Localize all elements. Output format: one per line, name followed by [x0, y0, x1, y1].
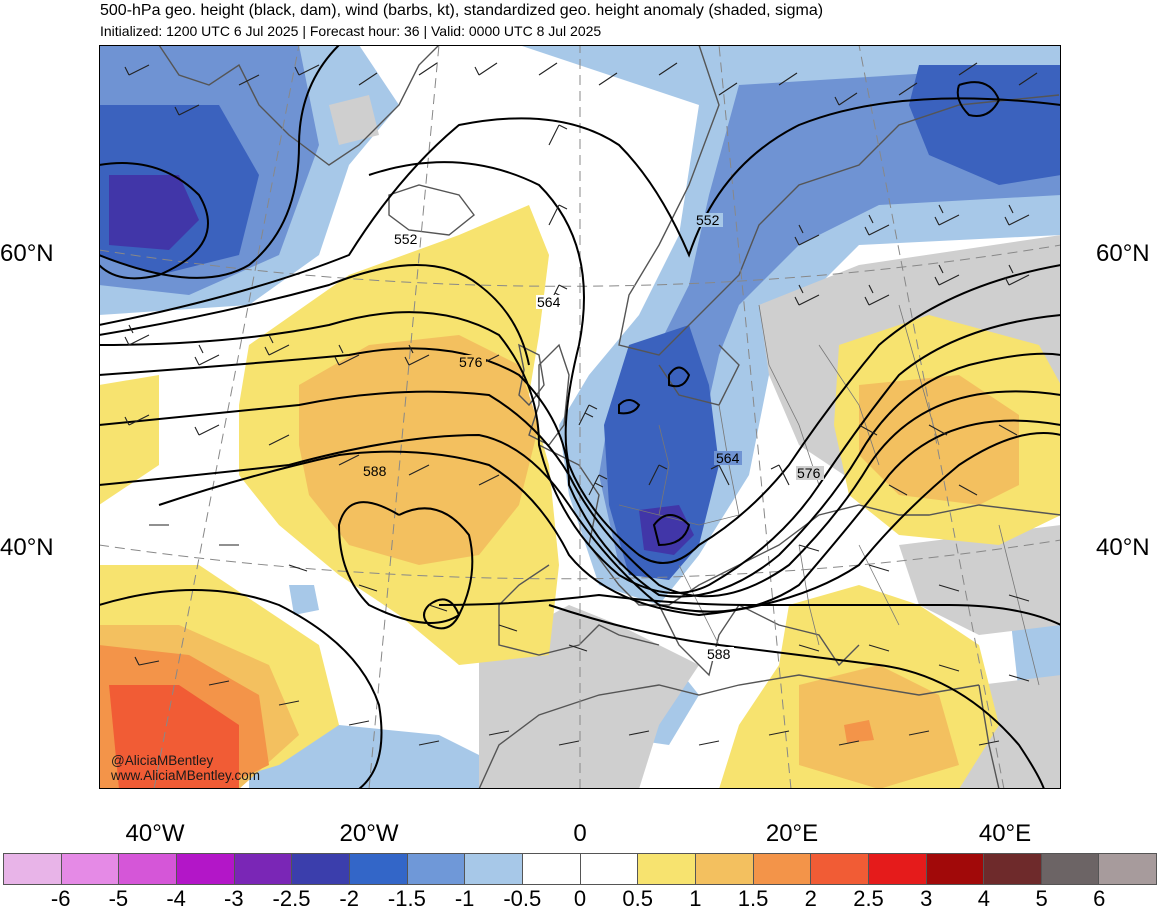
colorbar-swatch — [4, 854, 62, 884]
colorbar-swatch — [119, 854, 177, 884]
lon-label-40w: 40°W — [125, 820, 185, 847]
negative-anomaly-shading — [99, 45, 1061, 789]
map-title: 500-hPa geo. height (black, dam), wind (… — [100, 2, 824, 19]
colorbar-tick-label: -5 — [108, 886, 129, 911]
lon-label-0: 0 — [573, 820, 587, 847]
colorbar-swatch — [638, 854, 696, 884]
colorbar-swatch — [1041, 854, 1100, 884]
colorbar-tick-label: 1.5 — [737, 886, 769, 911]
credit-url: www.AliciaMBentley.com — [111, 768, 261, 783]
colorbar-tick-label: -1.5 — [387, 886, 426, 911]
lon-label-20w: 20°W — [339, 820, 399, 847]
colorbar-tick-label: -4 — [166, 886, 186, 911]
colorbar-tick-label: 0.5 — [622, 886, 653, 911]
colorbar-swatch — [695, 854, 754, 884]
colorbar-swatch — [580, 854, 639, 884]
wind-barbs — [124, 62, 1038, 746]
positive-anomaly-shading — [99, 205, 1061, 789]
credit-handle: @AliciaMBentley — [111, 753, 214, 768]
colorbar-tick-label: 2 — [804, 886, 817, 911]
colorbar-swatch — [811, 854, 869, 884]
colorbar-swatch — [407, 854, 466, 884]
lat-label-60n-left: 60°N — [0, 240, 54, 267]
colorbar-swatch — [234, 854, 293, 884]
lat-label-40n-right: 40°N — [1096, 534, 1150, 561]
lon-label-40e: 40°E — [978, 820, 1032, 847]
colorbar-tick-label: -2 — [339, 886, 359, 911]
contour-label-576-west: 576 — [459, 354, 483, 370]
colorbar-tick-label: 6 — [1093, 886, 1106, 911]
lon-label-20e: 20°E — [765, 820, 819, 847]
colorbar-tick-label: -2.5 — [272, 886, 311, 911]
weather-map: 552 552 564 564 576 576 588 588 — [99, 45, 1061, 789]
lat-label-60n-right: 60°N — [1096, 240, 1150, 267]
contour-labels: 552 552 564 564 576 576 588 588 — [362, 212, 824, 662]
colorbar-tick-label: -1 — [454, 886, 475, 911]
map-subtitle: Initialized: 1200 UTC 6 Jul 2025 | Forec… — [100, 23, 602, 39]
contour-label-552-west: 552 — [394, 231, 418, 247]
colorbar-tick-label: -6 — [50, 886, 71, 911]
contour-label-588-east: 588 — [707, 646, 731, 662]
contour-label-564-east: 564 — [716, 450, 740, 466]
colorbar-swatch — [61, 854, 120, 884]
colorbar-tick-label: -0.5 — [503, 886, 542, 911]
colorbar-swatch — [349, 854, 408, 884]
colorbar-swatch — [292, 854, 350, 884]
lat-label-40n-left: 40°N — [0, 534, 54, 561]
colorbar-swatch — [984, 854, 1042, 884]
colorbar-tick-label: 4 — [977, 886, 991, 911]
colorbar-swatch — [522, 854, 581, 884]
contour-label-552-east: 552 — [696, 212, 720, 228]
colorbar-tick-label: 5 — [1035, 886, 1048, 911]
contour-label-588-west: 588 — [363, 463, 387, 479]
colorbar-tick-label: 2.5 — [853, 886, 884, 911]
contour-label-576-east: 576 — [797, 465, 821, 481]
colorbar-swatch — [1099, 854, 1157, 884]
coastlines — [158, 45, 1061, 789]
contour-label-564-west: 564 — [537, 294, 561, 310]
colorbar-tick-label: 1 — [689, 886, 702, 911]
colorbar-swatch — [926, 854, 985, 884]
colorbar-tick-label: -3 — [224, 886, 244, 911]
colorbar-swatch — [868, 854, 927, 884]
colorbar-swatch — [753, 854, 812, 884]
colorbar-tick-label: 3 — [920, 886, 933, 911]
anomaly-colorbar — [3, 853, 1157, 885]
colorbar-swatch — [465, 854, 523, 884]
graticule — [99, 45, 1061, 789]
colorbar-swatch — [176, 854, 235, 884]
colorbar-tick-label: 0 — [573, 886, 587, 911]
map-frame — [99, 45, 1061, 789]
height-contours — [99, 45, 1061, 789]
